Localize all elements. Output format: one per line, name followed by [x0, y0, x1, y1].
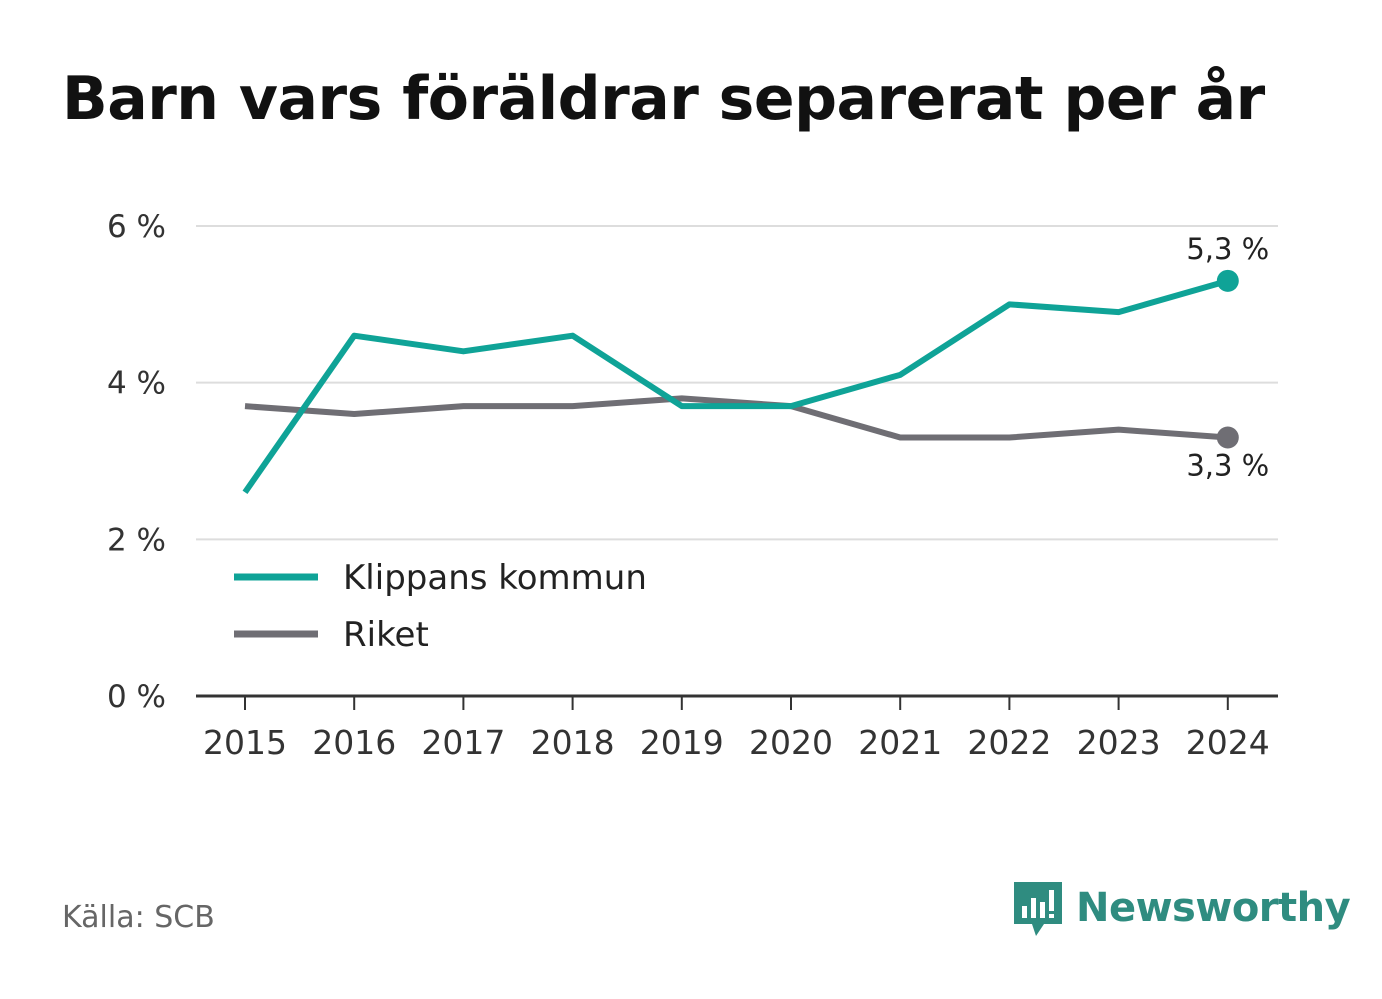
newsworthy-logo-icon	[1014, 882, 1062, 936]
y-tick-label: 2 %	[107, 522, 166, 558]
x-tick-label: 2015	[203, 723, 287, 762]
series-line-klippan	[242, 277, 1229, 495]
x-tick-label: 2017	[421, 723, 505, 762]
end-point-marker	[1216, 426, 1239, 449]
x-tick-label: 2019	[640, 723, 724, 762]
y-axis-ticks: 0 % 2 % 4 % 6 %	[107, 209, 166, 715]
x-axis: 2015 2016 2017 2018 2019 2020 2021 2022 2023 2024	[196, 694, 1278, 762]
x-tick-label: 2022	[967, 723, 1051, 762]
x-tick-label: 2018	[531, 723, 615, 762]
y-tick-label: 6 %	[107, 209, 166, 245]
x-tick-label: 2024	[1186, 723, 1270, 762]
legend-label: Riket	[343, 615, 429, 655]
x-tick-label: 2023	[1077, 723, 1161, 762]
x-tick-label: 2016	[312, 723, 396, 762]
legend-label: Klippans kommun	[343, 558, 647, 598]
end-value-label: 5,3 %	[1186, 232, 1269, 266]
series-line-riket	[244, 395, 1229, 441]
end-point-marker	[1216, 269, 1239, 292]
y-tick-label: 0 %	[107, 679, 166, 715]
end-value-label: 3,3 %	[1186, 449, 1269, 483]
x-tick-label: 2021	[858, 723, 942, 762]
brand-name: Newsworthy	[1076, 885, 1351, 931]
legend: Klippans kommun Riket	[234, 558, 647, 655]
grid-lines	[196, 225, 1278, 541]
y-tick-label: 4 %	[107, 366, 166, 402]
x-tick-label: 2020	[749, 723, 833, 762]
brand-logo: Newsworthy	[1012, 878, 1351, 938]
chart-title: Barn vars föräldrar separerat per år	[62, 64, 1265, 134]
source-note: Källa: SCB	[62, 900, 215, 935]
series-lines: 3,3 % 5,3 %	[242, 232, 1269, 495]
